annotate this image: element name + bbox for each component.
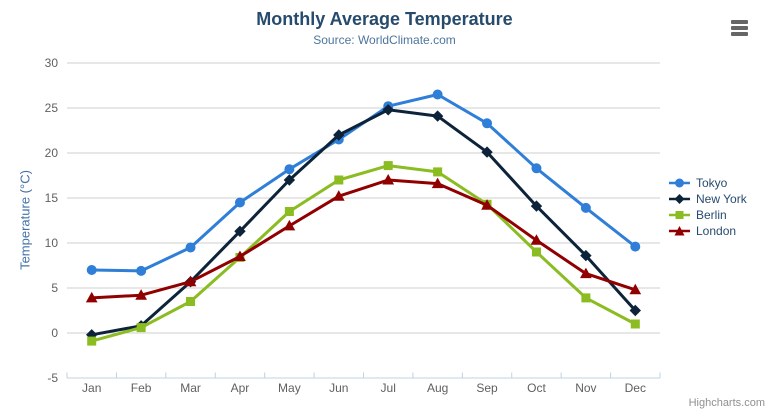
data-point-london[interactable] bbox=[629, 283, 642, 295]
x-tick-label: Sep bbox=[476, 381, 498, 395]
data-point-new-york[interactable] bbox=[283, 174, 296, 186]
data-point-new-york[interactable] bbox=[234, 225, 246, 238]
legend-item-london[interactable]: London bbox=[668, 225, 747, 237]
y-tick-label: 20 bbox=[45, 146, 59, 160]
chart-title: Monthly Average Temperature bbox=[256, 9, 513, 29]
data-point-new-york[interactable] bbox=[333, 129, 345, 141]
x-tick-label: May bbox=[278, 381, 301, 395]
data-point-new-york[interactable] bbox=[530, 200, 543, 212]
highcharts-credits-link[interactable]: Highcharts.com bbox=[688, 397, 765, 409]
legend-item-label: Tokyo bbox=[696, 176, 728, 190]
legend-item-label: Berlin bbox=[696, 208, 727, 222]
data-point-tokyo[interactable] bbox=[531, 163, 542, 174]
data-point-berlin[interactable] bbox=[581, 293, 591, 303]
data-point-tokyo[interactable] bbox=[234, 197, 245, 208]
series-line-london bbox=[90, 178, 637, 300]
data-point-london[interactable] bbox=[481, 199, 493, 210]
data-point-london[interactable] bbox=[234, 250, 246, 261]
legend: Tokyo New York Berlin London bbox=[668, 177, 747, 237]
y-tick-label: -5 bbox=[47, 371, 58, 385]
x-tick-label: Nov bbox=[575, 381, 596, 395]
data-point-london[interactable] bbox=[184, 275, 197, 287]
data-point-tokyo[interactable] bbox=[432, 89, 443, 100]
data-point-london[interactable] bbox=[530, 234, 543, 245]
x-tick-label: Apr bbox=[231, 381, 250, 395]
y-tick-label: 30 bbox=[45, 56, 59, 70]
data-point-london[interactable] bbox=[580, 267, 592, 279]
x-tick-label: Jan bbox=[82, 381, 101, 395]
series-line-berlin bbox=[90, 164, 637, 343]
data-point-new-york[interactable] bbox=[382, 104, 394, 116]
y-tick-label: 5 bbox=[51, 281, 58, 295]
y-tick-label: 15 bbox=[45, 191, 59, 205]
data-point-tokyo[interactable] bbox=[185, 242, 196, 253]
x-tick-label: Jul bbox=[381, 381, 396, 395]
legend-item-tokyo[interactable]: Tokyo bbox=[668, 177, 747, 189]
data-point-berlin[interactable] bbox=[186, 297, 196, 306]
data-point-tokyo[interactable] bbox=[580, 202, 591, 213]
data-point-tokyo[interactable] bbox=[86, 265, 97, 275]
x-tick-label: Dec bbox=[625, 381, 646, 395]
data-point-berlin[interactable] bbox=[334, 175, 344, 185]
data-point-london[interactable] bbox=[283, 219, 296, 231]
data-point-tokyo[interactable] bbox=[136, 265, 147, 276]
legend-marker-icon bbox=[669, 178, 690, 188]
legend-item-label: New York bbox=[696, 192, 747, 206]
data-point-berlin[interactable] bbox=[284, 207, 294, 216]
data-point-london[interactable] bbox=[135, 289, 147, 300]
y-tick-label: 10 bbox=[45, 236, 59, 250]
data-point-berlin[interactable] bbox=[531, 247, 541, 257]
data-point-london[interactable] bbox=[332, 190, 345, 201]
data-point-berlin[interactable] bbox=[87, 336, 97, 346]
data-point-london[interactable] bbox=[85, 291, 98, 303]
data-point-berlin[interactable] bbox=[630, 319, 640, 329]
data-point-new-york[interactable] bbox=[580, 249, 592, 262]
legend-marker-icon bbox=[669, 226, 690, 236]
x-tick-label: Aug bbox=[427, 381, 448, 395]
x-tick-label: Feb bbox=[131, 381, 152, 395]
legend-marker-icon bbox=[669, 211, 690, 219]
data-point-new-york[interactable] bbox=[629, 304, 641, 317]
data-point-new-york[interactable] bbox=[481, 146, 493, 158]
data-point-berlin[interactable] bbox=[383, 161, 393, 171]
x-tick-label: Oct bbox=[527, 381, 546, 395]
data-point-tokyo[interactable] bbox=[482, 118, 493, 129]
y-tick-label: 0 bbox=[51, 326, 58, 340]
data-point-london[interactable] bbox=[382, 173, 395, 185]
y-tick-label: 25 bbox=[45, 101, 59, 115]
x-tick-label: Jun bbox=[329, 381, 348, 395]
chart-subtitle: Source: WorldClimate.com bbox=[313, 33, 456, 47]
legend-item-label: London bbox=[696, 224, 737, 238]
data-point-berlin[interactable] bbox=[433, 167, 443, 177]
x-tick-label: Mar bbox=[180, 381, 201, 395]
legend-item-berlin[interactable]: Berlin bbox=[668, 209, 747, 221]
data-point-tokyo[interactable] bbox=[284, 164, 295, 175]
series-line-new-york bbox=[90, 108, 637, 337]
legend-marker-icon bbox=[669, 194, 690, 204]
data-point-berlin[interactable] bbox=[136, 323, 146, 333]
data-point-london[interactable] bbox=[431, 177, 444, 189]
chart-context-menu-button[interactable] bbox=[729, 18, 750, 38]
legend-item-new-york[interactable]: New York bbox=[668, 193, 747, 205]
data-point-tokyo[interactable] bbox=[630, 241, 641, 252]
data-point-new-york[interactable] bbox=[431, 110, 444, 122]
